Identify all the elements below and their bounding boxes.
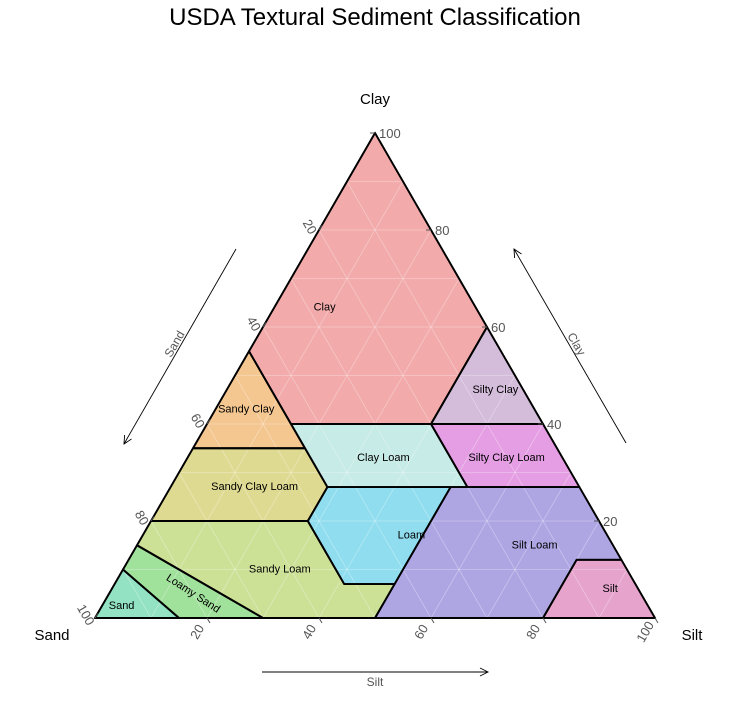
region-silt-loam	[375, 487, 622, 618]
sand-axis-label: Sand	[161, 328, 187, 359]
sand-tick-label: 40	[244, 314, 264, 334]
sand-tick-mark	[262, 322, 267, 328]
sand-tick-mark	[206, 419, 211, 425]
region-label-silty-clay-loam: Silty Clay Loam	[468, 452, 544, 464]
region-label-silt-loam: Silt Loam	[512, 539, 558, 551]
clay-tick-label: 20	[603, 514, 617, 529]
silt-tick-mark	[206, 617, 211, 624]
region-sandy-loam	[137, 521, 395, 618]
region-sandy-clay-loam	[151, 448, 328, 521]
sand-tick-label: 100	[74, 602, 98, 628]
corner-label-clay: Clay	[360, 91, 391, 108]
grid-line-silt-70	[486, 472, 572, 619]
sand-tick-mark	[150, 516, 155, 522]
sand-tick-mark	[318, 225, 323, 231]
corner-label-sand: Sand	[34, 627, 69, 644]
clay-tick-label: 60	[491, 320, 505, 335]
region-label-clay: Clay	[314, 302, 337, 314]
silt-tick-mark	[430, 617, 435, 624]
region-silty-clay	[431, 327, 543, 424]
grid-line-sand-30	[290, 278, 488, 619]
silt-tick-label: 80	[523, 622, 543, 642]
grid-line-sand-10	[346, 181, 600, 619]
region-label-sand: Sand	[109, 600, 135, 612]
grid-line-sand-50	[234, 375, 376, 619]
region-label-silty-clay: Silty Clay	[472, 384, 518, 396]
region-label-sandy-clay-loam: Sandy Clay Loam	[211, 481, 298, 493]
silt-tick-label: 100	[633, 619, 657, 645]
clay-tick-label: 80	[435, 223, 449, 238]
silt-tick-mark	[318, 617, 323, 624]
silt-tick-mark	[542, 617, 547, 624]
regions-layer	[95, 133, 655, 618]
grid-line-silt-90	[598, 569, 628, 619]
grid-line-silt-30	[262, 278, 460, 619]
silt-tick-mark	[654, 617, 659, 624]
sand-tick-mark	[94, 613, 99, 619]
corner-label-silt: Silt	[682, 627, 704, 644]
region-label-loam: Loam	[398, 530, 426, 542]
region-label-sandy-clay: Sandy Clay	[218, 403, 275, 415]
silt-tick-label: 60	[411, 622, 431, 642]
triangle-frame	[93, 131, 657, 619]
sand-tick-label: 60	[188, 411, 208, 431]
region-clay-loam	[291, 424, 468, 488]
region-sandy-clay	[193, 351, 305, 449]
region-silty-clay-loam	[431, 424, 580, 488]
silt-tick-label: 20	[187, 622, 207, 642]
silt-axis-label: Silt	[367, 675, 384, 689]
clay-axis-label: Clay	[564, 330, 588, 358]
clay-tick-label: 40	[547, 417, 561, 432]
region-label-silt: Silt	[603, 583, 618, 595]
region-label-clay-loam: Clay Loam	[357, 452, 410, 464]
sand-axis-arrow	[123, 248, 237, 445]
region-label-sandy-loam: Sandy Loam	[249, 564, 311, 576]
clay-tick-label: 100	[379, 126, 401, 141]
sand-tick-label: 80	[132, 508, 152, 528]
sand-tick-label: 20	[300, 217, 320, 237]
region-loam	[307, 487, 451, 585]
chart-title: USDA Textural Sediment Classification	[169, 4, 581, 31]
grid-line-silt-60	[430, 423, 544, 619]
grid-line-sand-70	[178, 472, 264, 619]
grid-line-sand-90	[122, 569, 152, 619]
region-clay	[249, 133, 487, 424]
frame-layer	[93, 131, 657, 619]
region-silt	[543, 559, 655, 618]
clay-axis-arrow	[513, 248, 627, 444]
silt-axis-arrow	[262, 667, 490, 677]
silt-tick-label: 40	[299, 622, 319, 642]
